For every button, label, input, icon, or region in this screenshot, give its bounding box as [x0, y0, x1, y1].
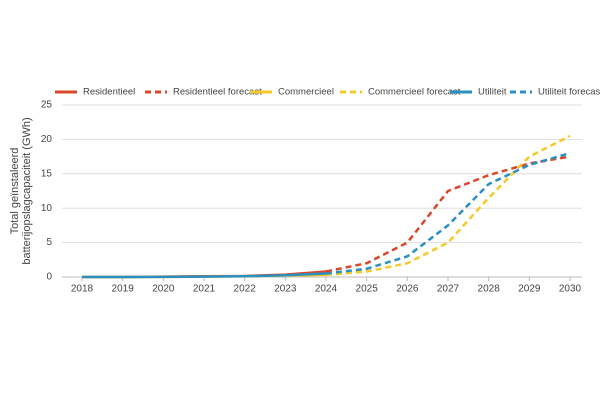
- legend-label: Commercieel: [278, 87, 334, 98]
- y-axis-label: batterijopslagcapaciteit (GWh): [21, 117, 33, 264]
- x-tick-label: 2024: [315, 284, 338, 295]
- y-tick-label: 0: [46, 272, 52, 283]
- x-tick-label: 2022: [234, 284, 257, 295]
- x-tick-label: 2019: [112, 284, 135, 295]
- series-line: [325, 134, 571, 277]
- x-tick-label: 2021: [193, 284, 216, 295]
- series-line: [325, 151, 571, 275]
- legend-label: Residentieel forecast: [173, 87, 262, 98]
- series-line: [325, 155, 571, 273]
- x-tick-label: 2026: [396, 284, 419, 295]
- series-line: [82, 272, 327, 279]
- y-tick-label: 25: [41, 100, 53, 111]
- y-tick-label: 5: [46, 237, 52, 248]
- x-tick-label: 2029: [518, 284, 541, 295]
- y-tick-label: 20: [41, 134, 53, 145]
- x-tick-label: 2023: [274, 284, 297, 295]
- y-tick-label: 15: [41, 168, 53, 179]
- x-tick-label: 2028: [478, 284, 501, 295]
- legend-label: Utiliteit: [478, 87, 507, 98]
- y-axis-label: Total geïnstaleerd: [9, 148, 21, 235]
- x-tick-label: 2025: [356, 284, 379, 295]
- x-tick-label: 2020: [152, 284, 175, 295]
- legend-label: Commercieel forecast: [368, 87, 461, 98]
- y-tick-label: 10: [41, 203, 53, 214]
- legend-label: Residentieel: [83, 87, 135, 98]
- x-tick-label: 2027: [437, 284, 460, 295]
- legend-label: Utiliteit forecast: [538, 87, 600, 98]
- x-tick-label: 2030: [559, 284, 582, 295]
- x-tick-label: 2018: [71, 284, 94, 295]
